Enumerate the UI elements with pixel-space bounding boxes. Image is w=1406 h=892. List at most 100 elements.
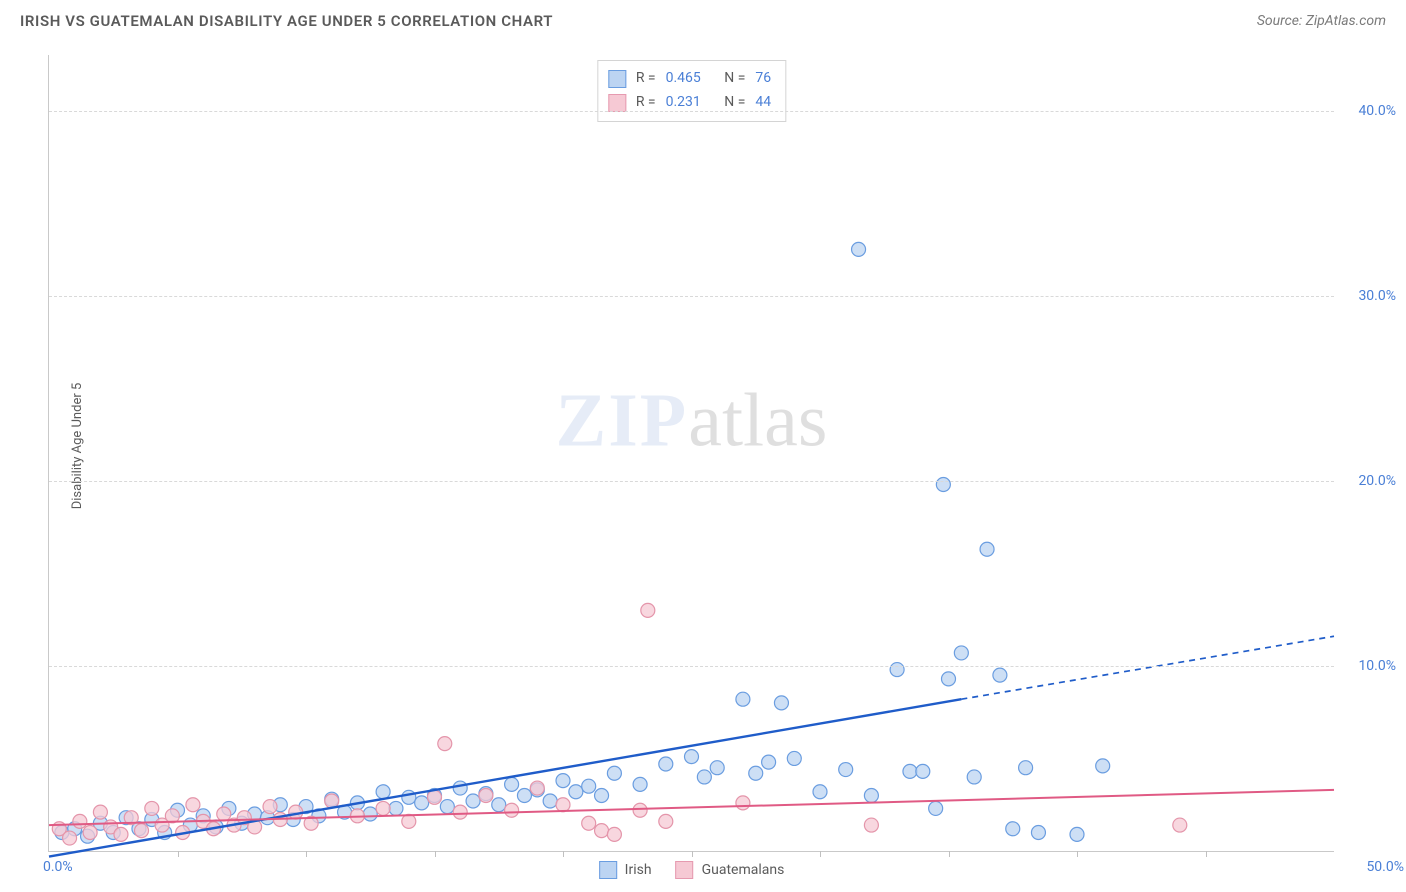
data-point: [505, 777, 519, 791]
data-point: [641, 603, 655, 617]
data-point: [556, 798, 570, 812]
y-tick-label: 40.0%: [1358, 103, 1396, 119]
data-point: [916, 764, 930, 778]
data-point: [492, 798, 506, 812]
legend-item: Guatemalans: [676, 861, 785, 879]
data-point: [1173, 818, 1187, 832]
data-point: [582, 816, 596, 830]
x-tick: [820, 851, 821, 857]
data-point: [774, 696, 788, 710]
data-point: [595, 788, 609, 802]
x-tick: [306, 851, 307, 857]
data-point: [363, 807, 377, 821]
data-point: [402, 814, 416, 828]
data-point: [633, 803, 647, 817]
data-point: [376, 785, 390, 799]
gridline: [49, 481, 1334, 482]
data-point: [1070, 827, 1084, 841]
data-point: [93, 805, 107, 819]
data-point: [659, 814, 673, 828]
data-point: [813, 785, 827, 799]
data-point: [967, 770, 981, 784]
data-point: [1096, 759, 1110, 773]
data-point: [607, 766, 621, 780]
data-point: [415, 796, 429, 810]
data-point: [569, 785, 583, 799]
x-tick: [1206, 851, 1207, 857]
data-point: [63, 831, 77, 845]
legend-item: Irish: [599, 861, 652, 879]
data-point: [980, 542, 994, 556]
data-point: [73, 814, 87, 828]
chart-title: IRISH VS GUATEMALAN DISABILITY AGE UNDER…: [20, 12, 553, 30]
data-point: [1031, 825, 1045, 839]
x-tick: [949, 851, 950, 857]
series-legend: Irish Guatemalans: [599, 861, 785, 879]
data-point: [890, 663, 904, 677]
data-point: [736, 692, 750, 706]
data-point: [376, 801, 390, 815]
x-tick: [435, 851, 436, 857]
data-point: [942, 672, 956, 686]
data-point: [762, 755, 776, 769]
data-point: [217, 807, 231, 821]
data-point: [903, 764, 917, 778]
data-point: [543, 794, 557, 808]
data-point: [993, 668, 1007, 682]
gridline: [49, 111, 1334, 112]
data-point: [839, 763, 853, 777]
legend-label: Guatemalans: [702, 862, 785, 878]
data-point: [936, 477, 950, 491]
data-point: [135, 824, 149, 838]
data-point: [440, 800, 454, 814]
data-point: [479, 788, 493, 802]
data-point: [1006, 822, 1020, 836]
data-point: [697, 770, 711, 784]
data-point: [453, 805, 467, 819]
data-point: [389, 801, 403, 815]
data-point: [685, 750, 699, 764]
plot-svg: [49, 55, 1334, 851]
data-point: [505, 803, 519, 817]
data-point: [607, 827, 621, 841]
data-point: [402, 790, 416, 804]
data-point: [263, 800, 277, 814]
gridline: [49, 666, 1334, 667]
data-point: [466, 794, 480, 808]
data-point: [633, 777, 647, 791]
data-point: [428, 790, 442, 804]
data-point: [556, 774, 570, 788]
x-tick-min: 0.0%: [43, 859, 73, 875]
scatter-chart: ZIPatlas R = 0.465 N = 76 R = 0.231 N = …: [48, 55, 1334, 852]
x-tick: [178, 851, 179, 857]
x-tick: [1077, 851, 1078, 857]
data-point: [710, 761, 724, 775]
trend-line: [49, 790, 1334, 825]
y-tick-label: 30.0%: [1358, 288, 1396, 304]
data-point: [595, 824, 609, 838]
data-point: [1019, 761, 1033, 775]
data-point: [749, 766, 763, 780]
x-tick-max: 50.0%: [1366, 859, 1404, 875]
data-point: [929, 801, 943, 815]
data-point: [954, 646, 968, 660]
legend-swatch-icon: [599, 861, 617, 879]
data-point: [787, 751, 801, 765]
data-point: [864, 818, 878, 832]
trend-line-extrapolated: [961, 636, 1334, 699]
data-point: [186, 798, 200, 812]
source-label: Source: ZipAtlas.com: [1257, 13, 1386, 29]
legend-swatch-icon: [676, 861, 694, 879]
data-point: [864, 788, 878, 802]
gridline: [49, 296, 1334, 297]
data-point: [114, 827, 128, 841]
data-point: [659, 757, 673, 771]
x-tick: [563, 851, 564, 857]
data-point: [582, 779, 596, 793]
data-point: [852, 242, 866, 256]
data-point: [83, 825, 97, 839]
data-point: [438, 737, 452, 751]
x-tick: [692, 851, 693, 857]
chart-header: IRISH VS GUATEMALAN DISABILITY AGE UNDER…: [0, 0, 1406, 40]
y-tick-label: 20.0%: [1358, 473, 1396, 489]
